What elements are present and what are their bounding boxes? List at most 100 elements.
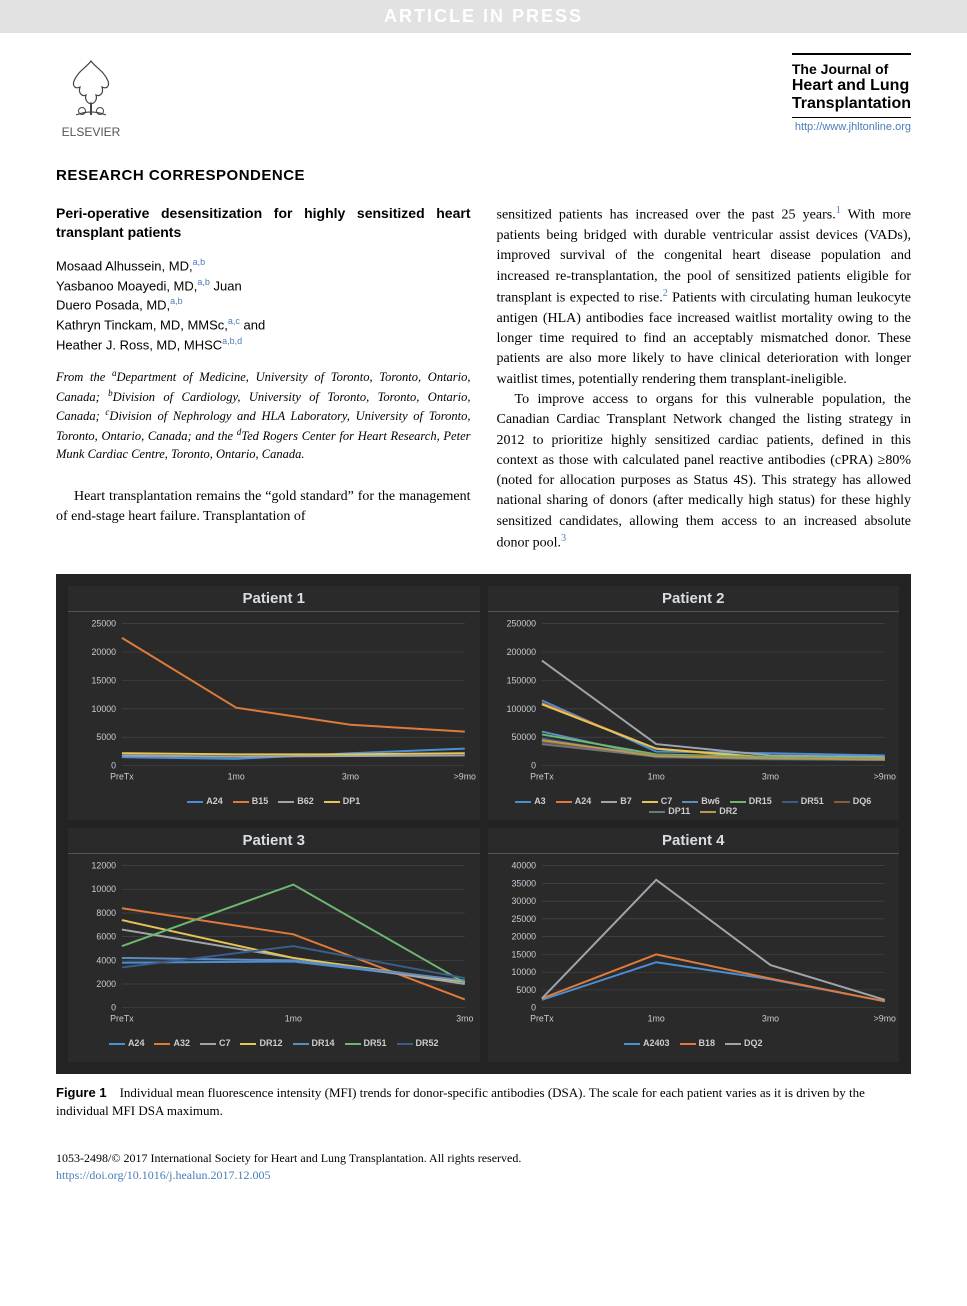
line-chart: 0 2000 4000 6000 8000 10000 12000 PreTx 1mo 3mo [68,854,480,1034]
section-heading: RESEARCH CORRESPONDENCE [56,167,911,184]
legend-item: B18 [680,1038,716,1048]
svg-text:250000: 250000 [506,619,535,629]
legend-item: A24 [556,796,592,806]
panel-title: Patient 2 [488,586,900,612]
page-content: ELSEVIER The Journal of Heart and Lung T… [0,33,967,1214]
svg-text:25000: 25000 [92,619,117,629]
figure-caption: Figure 1 Individual mean fluorescence in… [56,1084,911,1120]
paragraph: Heart transplantation remains the “gold … [56,487,471,528]
svg-text:15000: 15000 [92,675,117,685]
svg-text:0: 0 [531,761,536,771]
legend-item: A2403 [624,1038,670,1048]
series-line [122,753,465,754]
svg-text:6000: 6000 [96,932,116,942]
svg-text:1mo: 1mo [647,771,664,781]
legend-item: B15 [233,796,269,806]
legend-item: DQ6 [834,796,872,806]
legend-item: DR14 [293,1038,335,1048]
legend-item: Bw6 [682,796,720,806]
line-chart: 0500010000150002000025000300003500040000… [488,854,900,1034]
author-list: Mosaad Alhussein, MD,a,bYasbanoo Moayedi… [56,256,471,355]
header-row: ELSEVIER The Journal of Heart and Lung T… [56,53,911,139]
svg-text:0: 0 [111,1003,116,1013]
copyright-line: 1053-2498/© 2017 International Society f… [56,1150,911,1167]
svg-text:>9mo: >9mo [454,771,476,781]
journal-line1: The Journal of [792,61,911,77]
publisher-logo: ELSEVIER [56,53,126,139]
legend-item: A32 [154,1038,190,1048]
series-line [541,962,884,1001]
panel-title: Patient 1 [68,586,480,612]
journal-title-box: The Journal of Heart and Lung Transplant… [792,53,911,133]
paragraph: To improve access to organs for this vul… [497,390,912,554]
svg-text:PreTx: PreTx [110,1013,134,1023]
svg-text:40000: 40000 [511,861,536,871]
paragraph: sensitized patients has increased over t… [497,204,912,390]
legend: A24A32C7DR12DR14DR51DR52 [68,1034,480,1052]
panel-title: Patient 4 [488,828,900,854]
svg-text:10000: 10000 [92,884,117,894]
series-line [122,755,465,756]
svg-text:4000: 4000 [96,955,116,965]
svg-text:0: 0 [531,1003,536,1013]
series-line [122,920,465,982]
elsevier-tree-icon [56,53,126,123]
chart-panel: Patient 2050000100000150000200000250000P… [488,586,900,820]
svg-text:3mo: 3mo [761,771,778,781]
series-line [122,962,465,982]
chart-panel: Patient 10500010000150002000025000PreTx1… [68,586,480,820]
svg-text:1mo: 1mo [285,1013,302,1023]
journal-line2: Heart and Lung [792,77,911,95]
svg-text:3mo: 3mo [342,771,359,781]
publisher-name: ELSEVIER [62,125,121,139]
author: Duero Posada, MD,a,b [56,295,471,315]
legend-item: DP11 [649,806,690,816]
svg-text:3mo: 3mo [456,1013,473,1023]
legend-item: B62 [278,796,314,806]
svg-text:8000: 8000 [96,908,116,918]
two-column-body: Peri-operative desensitization for highl… [56,204,911,554]
svg-text:150000: 150000 [506,675,535,685]
svg-text:50000: 50000 [511,732,536,742]
legend-item: A24 [187,796,223,806]
legend-item: A3 [515,796,546,806]
ref-link[interactable]: 3 [561,533,566,544]
legend: A3A24B7C7Bw6DR15DR51DQ6DP11DR2 [488,792,900,820]
author: Heather J. Ross, MD, MHSCa,b,d [56,335,471,355]
figure-1: Patient 10500010000150002000025000PreTx1… [56,574,911,1120]
legend-item: DR52 [397,1038,439,1048]
svg-text:5000: 5000 [516,985,536,995]
svg-text:PreTx: PreTx [110,771,134,781]
line-chart: 050000100000150000200000250000PreTx1mo3m… [488,612,900,792]
svg-text:15000: 15000 [511,949,536,959]
page-footer: 1053-2498/© 2017 International Society f… [56,1150,911,1184]
svg-text:10000: 10000 [511,967,536,977]
svg-text:200000: 200000 [506,647,535,657]
legend-item: DR2 [700,806,737,816]
svg-text:100000: 100000 [506,704,535,714]
legend: A24 B15 B62 DP1 [68,792,480,810]
author: Yasbanoo Moayedi, MD,a,b Juan [56,276,471,296]
chart-panel: Patient 3020004000600080001000012000PreT… [68,828,480,1062]
svg-text:3mo: 3mo [761,1013,778,1023]
affiliations: From the aDepartment of Medicine, Univer… [56,367,471,463]
author: Mosaad Alhussein, MD,a,b [56,256,471,276]
legend: A2403B18DQ2 [488,1034,900,1052]
right-column: sensitized patients has increased over t… [497,204,912,554]
legend-item: C7 [642,796,673,806]
legend-item: DR51 [345,1038,387,1048]
legend-item: DP1 [324,796,361,806]
svg-text:2000: 2000 [96,979,116,989]
journal-url[interactable]: http://www.jhltonline.org [792,117,911,133]
article-in-press-banner: ARTICLE IN PRESS [0,0,967,33]
svg-text:5000: 5000 [96,732,116,742]
svg-text:35000: 35000 [511,878,536,888]
series-line [541,880,884,1000]
legend-item: B7 [601,796,632,806]
doi-link[interactable]: https://doi.org/10.1016/j.healun.2017.12… [56,1168,270,1182]
svg-text:0: 0 [111,761,116,771]
svg-text:30000: 30000 [511,896,536,906]
svg-text:12000: 12000 [92,861,117,871]
legend-item: A24 [109,1038,145,1048]
article-title: Peri-operative desensitization for highl… [56,204,471,242]
